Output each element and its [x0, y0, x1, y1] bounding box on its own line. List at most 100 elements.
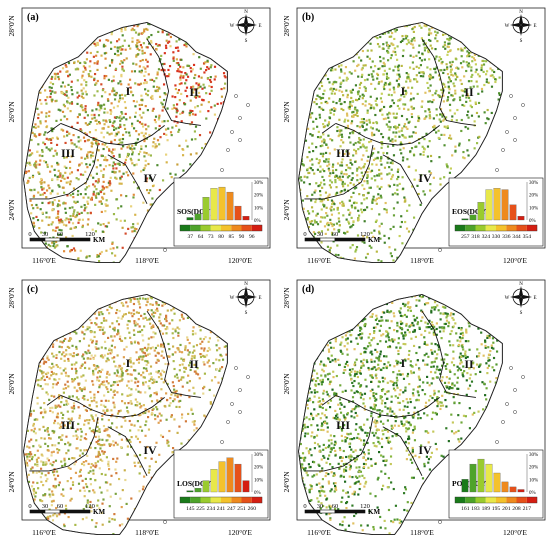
scale-tick: 30	[317, 503, 324, 510]
panel-label: (c)	[27, 284, 38, 295]
lat-label: 26°0'N	[7, 373, 16, 395]
island	[513, 388, 517, 392]
legend-tick: 234	[207, 506, 216, 512]
island	[230, 402, 234, 406]
legend-tick: 189	[482, 506, 491, 512]
legend-swatch	[496, 225, 507, 231]
legend-swatch	[496, 497, 507, 503]
compass-s: S	[245, 39, 248, 44]
scale-tick: 30	[42, 503, 49, 510]
hist-bar	[186, 490, 194, 493]
island	[163, 248, 167, 252]
scale-tick: 0	[28, 503, 31, 510]
island	[505, 402, 509, 406]
hist-bar	[218, 186, 226, 221]
hist-bar	[501, 481, 509, 493]
lon-label: 116°0'E	[307, 256, 331, 265]
scale-unit: KM	[368, 236, 380, 244]
legend-swatch	[200, 225, 211, 231]
region-boundary	[60, 123, 165, 146]
island	[521, 103, 525, 107]
legend-tick: 183	[471, 506, 480, 512]
legend-tick: 318	[471, 234, 480, 240]
legend-swatch	[475, 225, 486, 231]
region-boundary	[107, 154, 148, 204]
legend-tick: 257	[461, 234, 470, 240]
island	[495, 168, 499, 172]
region-boundary	[46, 395, 62, 406]
region-label-i: I	[126, 84, 131, 98]
legend-tick: 251	[237, 506, 246, 512]
hist-bar	[509, 486, 517, 493]
hist-axis-label: 0%	[254, 491, 261, 496]
region-boundary	[60, 395, 165, 418]
region-label-iii: III	[336, 146, 350, 160]
island	[238, 410, 242, 414]
compass-s: S	[520, 311, 523, 316]
legend-tick: 80	[218, 234, 224, 240]
legend-swatch	[455, 497, 466, 503]
region-boundary	[382, 154, 423, 204]
lon-label: 120°0'E	[503, 528, 527, 537]
legend-swatch	[526, 497, 538, 503]
compass-n: N	[244, 282, 248, 287]
legend-tick: 201	[502, 506, 511, 512]
island	[513, 116, 517, 120]
island	[238, 138, 242, 142]
panel-label: (b)	[302, 12, 314, 23]
region-label-ii: II	[464, 357, 474, 371]
compass-e: E	[258, 24, 261, 29]
north-arrow-icon: N S E W	[230, 282, 262, 316]
hist-axis-label: 0%	[529, 219, 536, 224]
compass-n: N	[244, 10, 248, 15]
hist-bar	[242, 480, 250, 493]
region-boundary	[107, 426, 148, 476]
scale-tick: 120	[360, 503, 370, 510]
lat-label: 24°0'N	[282, 471, 291, 493]
hist-bar	[218, 461, 226, 493]
island	[438, 248, 442, 252]
hist-bar	[509, 204, 517, 221]
legend-swatch	[231, 225, 242, 231]
legend-tick: 344	[512, 234, 521, 240]
hist-bar	[194, 213, 202, 221]
region-boundary	[421, 310, 476, 398]
compass-s: S	[245, 311, 248, 316]
region-boundary	[46, 123, 62, 134]
region-boundary	[335, 123, 440, 146]
legend-swatch	[190, 497, 201, 503]
map-panel-d: (d) 28°0'N 26°0'N 24°0'N 116°0'E 118°0'E 120°0…	[282, 279, 546, 537]
island	[246, 375, 250, 379]
scale-tick: 120	[85, 231, 95, 238]
region-boundary	[321, 395, 337, 406]
legend-swatch	[200, 497, 211, 503]
legend-swatch	[251, 225, 263, 231]
legend-swatch	[210, 497, 222, 503]
hist-bar	[234, 205, 242, 221]
metric-label: SOS(DOY)	[177, 207, 213, 216]
compass-e: E	[533, 24, 536, 29]
island	[438, 520, 442, 524]
scale-tick: 120	[360, 231, 370, 238]
north-arrow-icon: N S E W	[230, 10, 262, 44]
compass-e: E	[258, 296, 261, 301]
legend-tick: 336	[502, 234, 511, 240]
hist-bar	[469, 463, 477, 493]
legend-swatch	[465, 497, 476, 503]
legend-swatch	[251, 497, 263, 503]
legend-tick: 161	[461, 506, 470, 512]
lat-label: 26°0'N	[282, 101, 291, 123]
legend-tick: 85	[229, 234, 235, 240]
legend-tick: 330	[492, 234, 501, 240]
legend-tick: 208	[512, 506, 521, 512]
hist-bar	[242, 216, 250, 221]
legend-swatch	[465, 225, 476, 231]
lon-label: 116°0'E	[307, 528, 331, 537]
region-boundary	[382, 426, 423, 476]
scale-unit: KM	[368, 508, 380, 516]
lon-label: 118°0'E	[135, 528, 159, 537]
legend-swatch	[190, 225, 201, 231]
hist-bar	[493, 472, 501, 493]
legend-tick: 145	[186, 506, 195, 512]
